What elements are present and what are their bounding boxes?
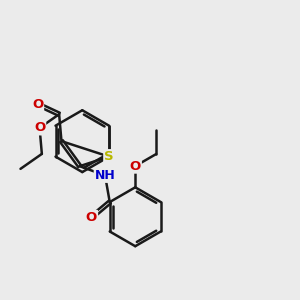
Text: S: S <box>104 150 114 163</box>
Text: O: O <box>32 98 43 111</box>
Text: O: O <box>86 211 97 224</box>
Text: O: O <box>34 122 45 134</box>
Text: NH: NH <box>95 169 116 182</box>
Text: O: O <box>130 160 141 172</box>
